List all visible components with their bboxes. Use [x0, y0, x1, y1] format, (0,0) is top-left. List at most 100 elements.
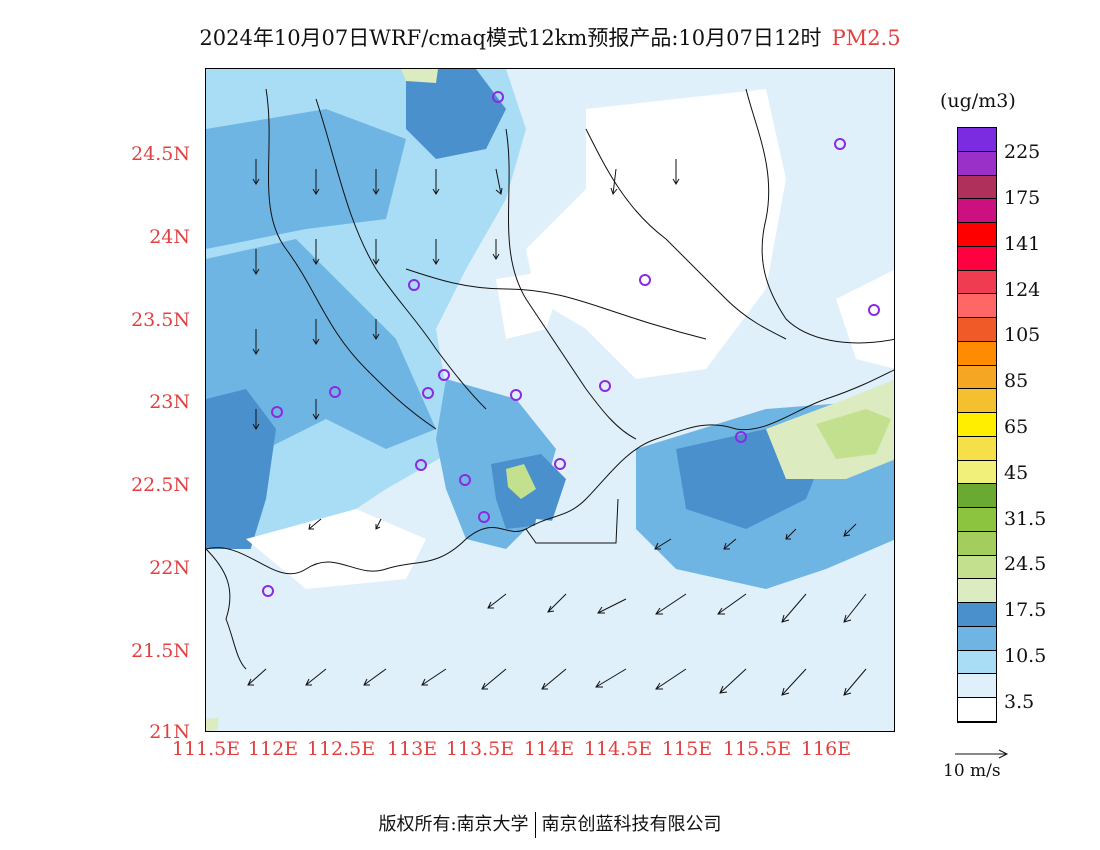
lon-label: 113.5E	[445, 738, 515, 760]
legend-color-cell	[958, 484, 996, 509]
lat-label: 21.5N	[131, 640, 190, 662]
legend-label: 17.5	[1004, 599, 1047, 621]
wind-arrow	[781, 668, 807, 696]
legend-color-cell	[958, 698, 996, 722]
lon-label: 115.5E	[722, 738, 792, 760]
legend-label: 24.5	[1004, 553, 1047, 575]
boundary-6	[405, 268, 707, 340]
wind-arrow	[375, 518, 382, 530]
legend-label: 85	[1004, 370, 1029, 392]
wind-arrow	[252, 329, 260, 355]
legend-color-cell	[958, 626, 996, 651]
station-marker	[262, 585, 274, 597]
legend-color-cell	[958, 199, 996, 224]
lat-label: 23N	[149, 391, 190, 413]
legend-color-cell	[958, 365, 996, 390]
wind-arrow	[247, 668, 267, 686]
legend-color-cell	[958, 246, 996, 271]
legend-color-cell	[958, 389, 996, 414]
wind-arrow	[655, 593, 687, 615]
wind-arrow	[781, 593, 807, 623]
field-blue-north	[206, 109, 406, 249]
lon-label: 114E	[523, 738, 575, 760]
station-marker	[415, 459, 427, 471]
footer-right: 南京创蓝科技有限公司	[541, 814, 722, 835]
legend-label: 105	[1004, 324, 1041, 346]
wind-arrows	[247, 159, 867, 696]
wind-arrow	[312, 319, 320, 345]
wind-arrow	[843, 523, 857, 537]
wind-arrow	[843, 593, 867, 623]
map-title: 2024年10月07日WRF/cmaq模式12km预报产品:10月07日12时 P…	[0, 22, 1100, 52]
field-pale-green-north	[401, 69, 438, 83]
lat-label: 24.5N	[131, 143, 190, 165]
coastline	[206, 369, 894, 575]
legend-color-cell	[958, 341, 996, 366]
legend-label: 3.5	[1004, 691, 1035, 713]
field-white-northeast	[526, 89, 786, 379]
pm25-field	[206, 69, 894, 731]
lat-label: 22N	[149, 557, 190, 579]
wind-arrow	[432, 169, 440, 195]
wind-arrow	[372, 239, 380, 265]
field-green-east	[816, 409, 891, 459]
hk-boundary	[525, 498, 619, 544]
field-dark-blue-north	[406, 69, 506, 159]
station-marker	[735, 431, 747, 443]
wind-arrow	[655, 668, 687, 690]
legend-color-cell	[958, 674, 996, 699]
boundary-3	[505, 128, 637, 440]
lon-label: 111.5E	[171, 738, 241, 760]
legend-color-cell	[958, 270, 996, 295]
wind-arrow	[312, 239, 320, 265]
wind-arrow	[308, 518, 322, 530]
legend-color-cell	[958, 294, 996, 319]
legend-label: 225	[1004, 141, 1041, 163]
station-marker	[408, 279, 420, 291]
field-white-east	[836, 270, 894, 369]
wind-arrow	[372, 169, 380, 195]
legend-label: 45	[1004, 462, 1029, 484]
lon-label: 116E	[800, 738, 852, 760]
wind-arrow	[432, 239, 440, 265]
legend-color-cell	[958, 579, 996, 604]
lon-label: 115E	[661, 738, 713, 760]
field-white-southwest	[246, 509, 426, 589]
legend-color-cell	[958, 603, 996, 627]
wind-arrow	[610, 168, 618, 196]
wind-arrow	[363, 668, 387, 686]
legend-color-cell	[958, 508, 996, 532]
legend-label: 10.5	[1004, 645, 1047, 667]
wind-reference-arrow	[955, 749, 1009, 759]
wind-arrow	[421, 668, 447, 686]
title-main: 2024年10月07日WRF/cmaq模式12km预报产品:10月07日12时	[199, 26, 822, 50]
station-marker	[422, 387, 434, 399]
wind-arrow	[672, 159, 680, 185]
pm25-map	[206, 69, 894, 731]
wind-arrow	[843, 668, 867, 696]
station-marker	[492, 91, 504, 103]
legend-color-cell	[958, 175, 996, 200]
legend-color-cell	[958, 318, 996, 342]
wind-reference-label: 10 m/s	[943, 761, 1001, 781]
field-light-south	[526, 519, 676, 629]
station-marker	[329, 386, 341, 398]
field-green-prd	[506, 464, 536, 499]
lon-label: 112E	[247, 738, 299, 760]
copyright-footer: 版权所有:南京大学 南京创蓝科技有限公司	[0, 810, 1100, 838]
map-panel	[205, 68, 895, 732]
wind-arrow	[717, 593, 747, 615]
field-blue-west	[206, 239, 436, 469]
stations	[262, 91, 880, 597]
station-marker	[554, 458, 566, 470]
color-legend	[957, 127, 997, 723]
wind-arrow	[597, 598, 627, 614]
wind-arrow	[487, 593, 507, 609]
wind-arrow	[305, 668, 327, 686]
legend-label: 141	[1004, 233, 1041, 255]
legend-unit: (ug/m3)	[940, 90, 1016, 112]
wind-arrow	[252, 159, 260, 185]
legend-color-cell	[958, 460, 996, 485]
footer-divider	[534, 812, 536, 838]
lat-label: 22.5N	[131, 474, 190, 496]
